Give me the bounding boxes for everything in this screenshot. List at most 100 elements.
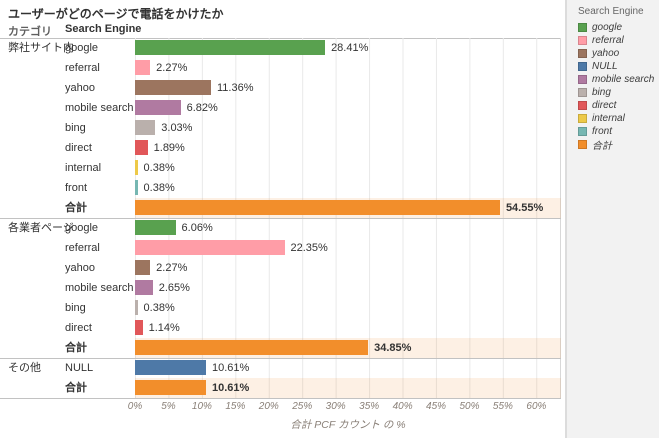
bar-NULL[interactable]	[135, 360, 206, 375]
legend-swatch-icon	[578, 23, 587, 32]
table-row: 合計 10.61%	[0, 378, 561, 398]
value-label: 0.38%	[143, 162, 175, 174]
row-label[interactable]: 合計	[65, 202, 87, 214]
legend-swatch-icon	[578, 62, 587, 71]
row-label[interactable]: google	[65, 42, 99, 54]
bar-合計[interactable]	[135, 380, 206, 395]
bar-google[interactable]	[135, 220, 176, 235]
value-label: 54.55%	[505, 202, 544, 214]
legend-item-label: 合計	[592, 141, 612, 152]
table-row: bing 3.03%	[0, 118, 561, 138]
category-separator-line	[0, 218, 561, 219]
x-axis-tick: 35%	[359, 401, 380, 412]
bar-yahoo[interactable]	[135, 80, 211, 95]
bar-referral[interactable]	[135, 240, 285, 255]
table-row: 弊社サイト内 google 28.41%	[0, 38, 561, 58]
value-label: 0.38%	[143, 302, 175, 314]
row-label[interactable]: 合計	[65, 382, 87, 394]
row-label[interactable]: yahoo	[65, 82, 95, 94]
bar-合計[interactable]	[135, 200, 500, 215]
table-row: その他 NULL 10.61%	[0, 358, 561, 378]
bar-referral[interactable]	[135, 60, 151, 75]
legend-item-yahoo[interactable]: yahoo	[578, 47, 654, 60]
bar-bing[interactable]	[135, 120, 156, 135]
x-axis-tick: 50%	[459, 401, 480, 412]
bar-direct[interactable]	[135, 140, 148, 155]
legend-item-bing[interactable]: bing	[578, 86, 654, 99]
table-row: 合計 34.85%	[0, 338, 561, 358]
legend-item-label: direct	[592, 100, 617, 111]
row-label[interactable]: internal	[65, 162, 102, 174]
x-axis-tick: 15%	[225, 401, 246, 412]
legend-item-google[interactable]: google	[578, 21, 654, 34]
bar-rows-container: 弊社サイト内 google 28.41% referral 2.27% yahoo 11.3…	[0, 38, 561, 398]
legend-item-mobile search[interactable]: mobile search	[578, 73, 654, 86]
legend-item-合計[interactable]: 合計	[578, 138, 654, 152]
x-axis-tick: 0%	[127, 401, 143, 412]
value-label: 22.35%	[290, 242, 328, 254]
table-row: front 0.38%	[0, 178, 561, 198]
legend-swatch-icon	[578, 49, 587, 58]
legend-separator	[565, 0, 567, 438]
table-row: 合計 54.55%	[0, 198, 561, 218]
row-label[interactable]: google	[65, 222, 99, 234]
bar-合計[interactable]	[135, 340, 369, 355]
table-row: internal 0.38%	[0, 158, 561, 178]
value-label: 2.27%	[156, 262, 188, 274]
row-label[interactable]: direct	[65, 322, 92, 334]
row-label[interactable]: NULL	[65, 362, 94, 374]
value-label: 6.82%	[186, 102, 218, 114]
legend-item-label: google	[592, 22, 623, 33]
bar-direct[interactable]	[135, 320, 143, 335]
row-label[interactable]: front	[65, 182, 88, 194]
legend-panel: Search Engine google referral yahoo NULL mob…	[567, 0, 659, 438]
legend-item-direct[interactable]: direct	[578, 99, 654, 112]
bar-mobile search[interactable]	[135, 100, 181, 115]
value-label: 1.89%	[153, 142, 185, 154]
row-label[interactable]: bing	[65, 122, 86, 134]
row-label[interactable]: mobile search	[65, 282, 134, 294]
legend-item-front[interactable]: front	[578, 125, 654, 138]
row-label[interactable]: referral	[65, 62, 100, 74]
legend-item-NULL[interactable]: NULL	[578, 60, 654, 73]
total-row-band	[135, 378, 561, 398]
bar-yahoo[interactable]	[135, 260, 151, 275]
x-axis-tick: 20%	[258, 401, 279, 412]
legend-swatch-icon	[578, 127, 587, 136]
legend-item-label: internal	[592, 113, 625, 124]
row-label[interactable]: mobile search	[65, 102, 134, 114]
bar-front[interactable]	[135, 180, 138, 195]
category-separator-line	[0, 358, 561, 359]
value-label: 10.61%	[211, 382, 250, 394]
row-label[interactable]: referral	[65, 242, 100, 254]
legend-swatch-icon	[578, 75, 587, 84]
legend-item-label: yahoo	[592, 48, 620, 59]
row-label[interactable]: yahoo	[65, 262, 95, 274]
value-label: 2.27%	[156, 62, 188, 74]
table-row: direct 1.14%	[0, 318, 561, 338]
bar-google[interactable]	[135, 40, 326, 55]
value-label: 0.38%	[143, 182, 175, 194]
x-axis-tick: 45%	[426, 401, 447, 412]
legend-item-internal[interactable]: internal	[578, 112, 654, 125]
bar-internal[interactable]	[135, 160, 138, 175]
row-label[interactable]: 合計	[65, 342, 87, 354]
table-row: 各業者ページ google 6.06%	[0, 218, 561, 238]
bar-bing[interactable]	[135, 300, 138, 315]
legend-item-label: referral	[592, 35, 624, 46]
table-row: bing 0.38%	[0, 298, 561, 318]
row-label[interactable]: direct	[65, 142, 92, 154]
category-label[interactable]: 各業者ページ	[8, 222, 74, 234]
x-axis-tick: 25%	[292, 401, 313, 412]
table-row: direct 1.89%	[0, 138, 561, 158]
column-header-engine: Search Engine	[65, 23, 142, 35]
legend-item-referral[interactable]: referral	[578, 34, 654, 47]
row-label[interactable]: bing	[65, 302, 86, 314]
table-row: referral 22.35%	[0, 238, 561, 258]
bar-mobile search[interactable]	[135, 280, 153, 295]
x-axis-tick: 10%	[191, 401, 212, 412]
category-label[interactable]: その他	[8, 362, 41, 374]
table-row: referral 2.27%	[0, 58, 561, 78]
category-label[interactable]: 弊社サイト内	[8, 42, 74, 54]
legend-swatch-icon	[578, 88, 587, 97]
